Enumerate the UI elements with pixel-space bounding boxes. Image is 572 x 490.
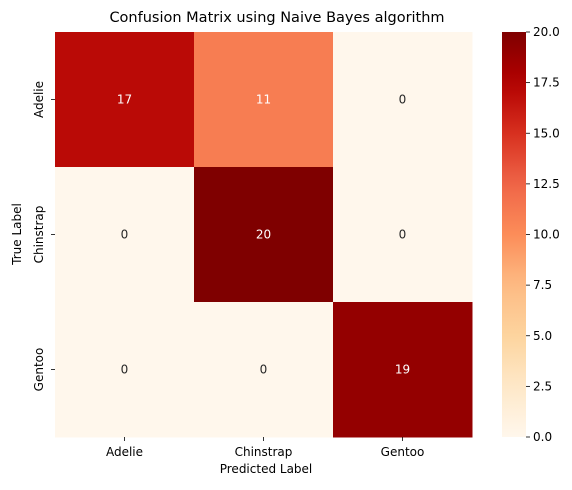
y-tick-label: Gentoo bbox=[32, 348, 46, 392]
y-tick-label: Chinstrap bbox=[32, 206, 46, 264]
colorbar-tick-label: 7.5 bbox=[533, 278, 552, 292]
cell-value: 20 bbox=[256, 228, 271, 242]
heatmap-cell bbox=[333, 167, 473, 303]
colorbar-ticks: 0.0 2.5 5.0 7.5 10.0 12.5 15.0 17.5 20.0 bbox=[526, 25, 560, 444]
heatmap-cell bbox=[55, 167, 195, 303]
x-axis-ticks: Adelie Chinstrap Gentoo bbox=[106, 437, 424, 459]
cell-value: 0 bbox=[121, 363, 129, 377]
heatmap-cell bbox=[333, 32, 473, 168]
colorbar-tick-label: 12.5 bbox=[533, 177, 560, 191]
cell-value: 11 bbox=[256, 93, 271, 107]
x-tick-label: Chinstrap bbox=[235, 445, 293, 459]
heatmap-cell bbox=[194, 32, 334, 168]
cell-value: 17 bbox=[117, 93, 132, 107]
colorbar-tick-label: 15.0 bbox=[533, 126, 560, 140]
cell-value: 0 bbox=[260, 363, 268, 377]
colorbar-tick-label: 2.5 bbox=[533, 379, 552, 393]
y-axis-label: True Label bbox=[10, 203, 24, 266]
colorbar-tick-label: 10.0 bbox=[533, 228, 560, 242]
cell-value: 0 bbox=[121, 228, 129, 242]
heatmap-cell bbox=[55, 32, 195, 168]
y-axis-ticks: Adelie Chinstrap Gentoo bbox=[32, 81, 55, 391]
cell-value: 0 bbox=[399, 93, 407, 107]
colorbar-tick-label: 0.0 bbox=[533, 430, 552, 444]
heatmap-cell bbox=[333, 302, 473, 438]
x-tick-label: Adelie bbox=[106, 445, 143, 459]
colorbar-tick-label: 20.0 bbox=[533, 25, 560, 39]
heatmap-cell bbox=[194, 167, 334, 303]
cell-annotations: 17 11 0 0 20 0 0 0 19 bbox=[117, 93, 410, 377]
heatmap-cell bbox=[194, 302, 334, 438]
x-axis-label: Predicted Label bbox=[220, 462, 313, 476]
heatmap-cells bbox=[55, 32, 473, 438]
x-tick-label: Gentoo bbox=[381, 445, 425, 459]
chart-title: Confusion Matrix using Naive Bayes algor… bbox=[109, 10, 444, 26]
y-tick-label: Adelie bbox=[32, 81, 46, 118]
colorbar-tick-label: 5.0 bbox=[533, 329, 552, 343]
heatmap-cell bbox=[55, 302, 195, 438]
colorbar-tick-label: 17.5 bbox=[533, 76, 560, 90]
cell-value: 19 bbox=[395, 363, 410, 377]
cell-value: 0 bbox=[399, 228, 407, 242]
colorbar bbox=[502, 32, 526, 437]
